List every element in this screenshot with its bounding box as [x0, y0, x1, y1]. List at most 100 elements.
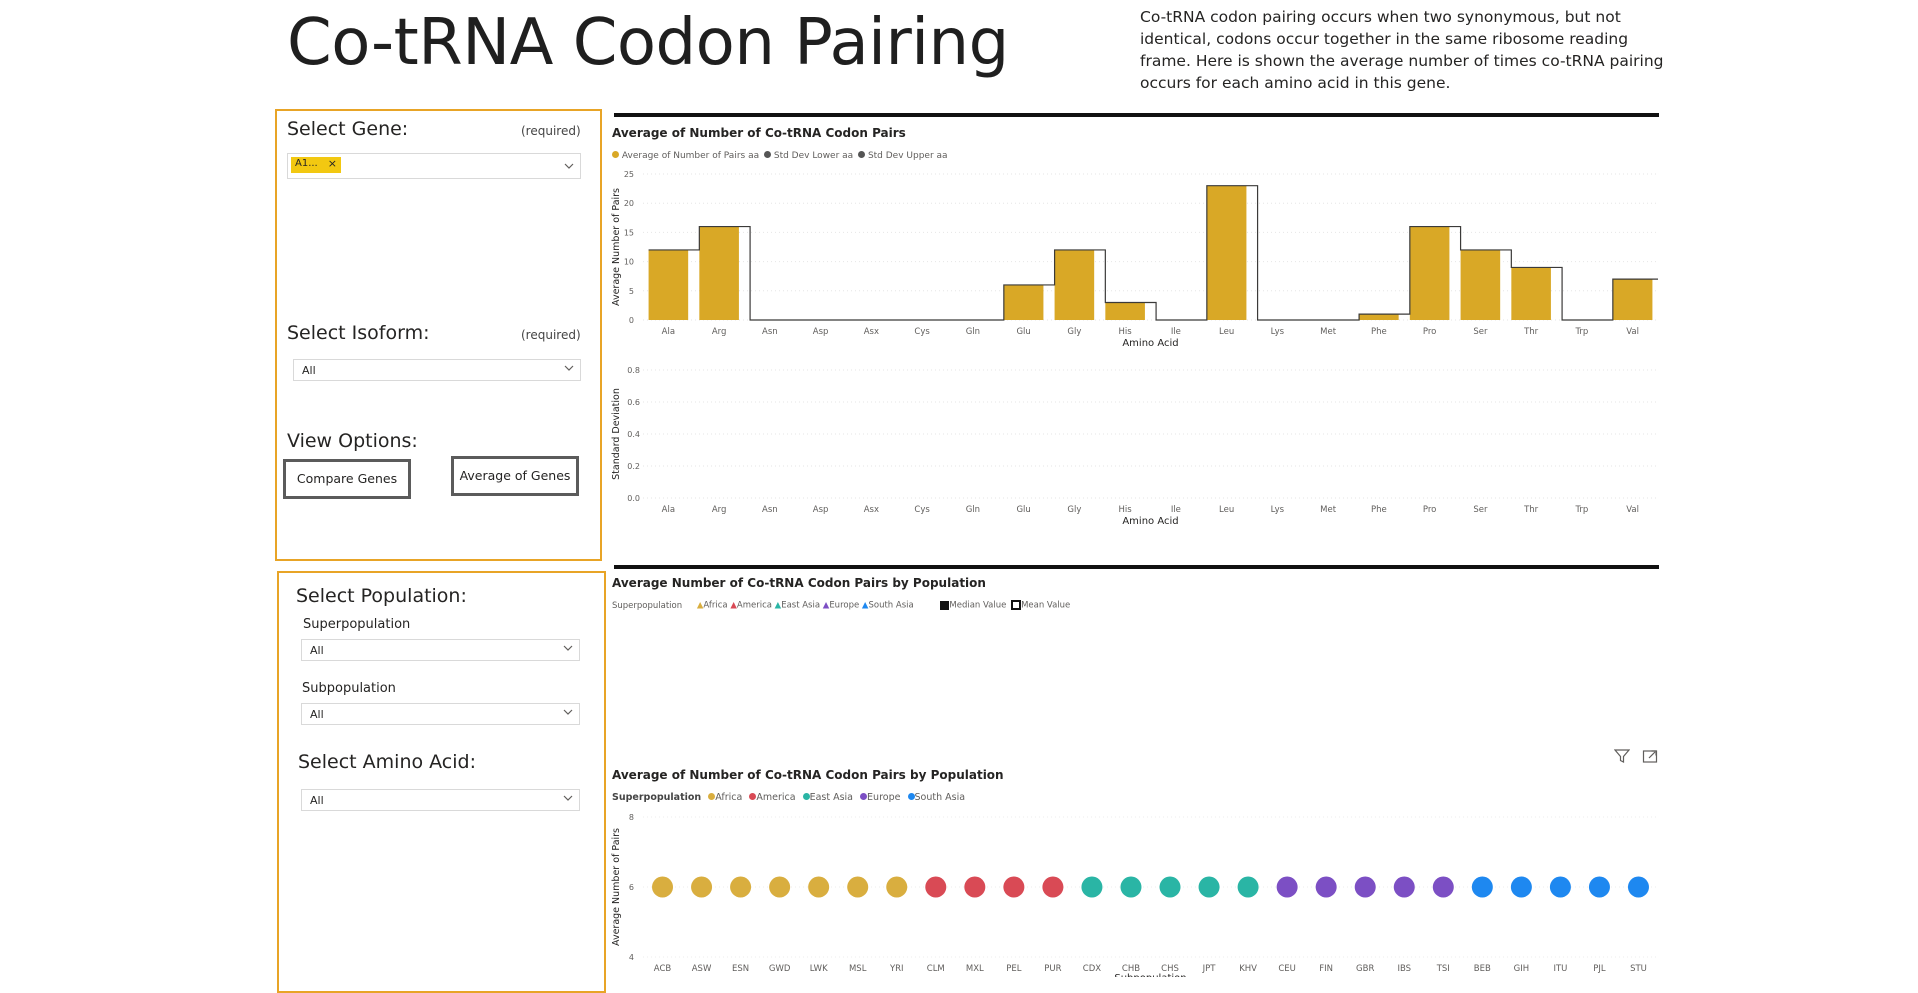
legend-marker-america: ▲ [730, 600, 737, 611]
chart-title-by-population: Average Number of Co-tRNA Codon Pairs by… [612, 576, 986, 590]
legend-label-america: America [736, 600, 772, 611]
y-tick-label: 6 [629, 883, 634, 892]
x-tick-label: CLM [927, 964, 945, 974]
legend-swatch-lower [763, 151, 771, 158]
x-tick-label: ITU [1553, 964, 1567, 974]
x-tick-label: Asp [813, 505, 829, 515]
compare-genes-button[interactable]: Compare Genes [283, 459, 411, 499]
data-point [1393, 876, 1415, 898]
filter-icon[interactable] [1614, 748, 1630, 764]
data-point [1159, 876, 1181, 898]
chevron-down-icon [563, 795, 573, 801]
x-tick-label: Ser [1473, 327, 1488, 337]
data-point [1627, 876, 1649, 898]
x-tick-label: FIN [1319, 964, 1333, 974]
page-description: Co-tRNA codon pairing occurs when two sy… [1140, 8, 1664, 92]
focus-mode-icon[interactable] [1642, 748, 1658, 764]
data-point [1276, 876, 1298, 898]
x-tick-label: PJL [1593, 964, 1606, 974]
x-tick-label: Phe [1371, 505, 1387, 515]
bar [1359, 314, 1399, 320]
bar [1612, 279, 1653, 320]
subpopulation-select[interactable]: All [301, 703, 580, 725]
y-tick-label: 0.4 [627, 430, 640, 439]
amino-acid-select[interactable]: All [301, 789, 580, 811]
x-tick-label: Asx [864, 327, 879, 337]
y-tick-label: 0.0 [627, 494, 640, 503]
y-axis-title: Average Number of Pairs [611, 188, 622, 306]
data-point [1588, 876, 1610, 898]
x-tick-label: Trp [1574, 327, 1588, 337]
isoform-select[interactable]: All [293, 359, 581, 381]
x-tick-label: Arg [712, 505, 727, 515]
legend-label-america: America [756, 792, 796, 803]
legend-label-lower: Std Dev Lower aa [773, 151, 854, 161]
x-tick-label: Val [1626, 327, 1639, 337]
x-axis-title: Subpopulation [1114, 973, 1186, 977]
y-tick-label: 8 [629, 813, 634, 822]
gene-chip-label: A1... [295, 158, 318, 169]
x-tick-label: Gly [1067, 327, 1081, 337]
x-tick-label: Gln [966, 505, 980, 515]
y-tick-label: 10 [624, 258, 634, 267]
data-point [1042, 876, 1064, 898]
legend-dot-south-asia [907, 793, 915, 800]
legend-swatch-avg [612, 151, 619, 158]
legend-swatch-upper [858, 151, 866, 158]
series-std-dev-upper [648, 185, 1658, 321]
legend-label-africa: Africa [715, 792, 743, 803]
legend-dot-america [749, 793, 757, 800]
population-filter-panel [277, 571, 606, 993]
x-tick-label: Thr [1523, 327, 1539, 337]
avg-by-population-scatter: 8 6 4 ACB ASW ESN GWD LWK MSL YRI CLM MXL PEL PUR CDX C… [611, 813, 1658, 977]
data-point [1315, 876, 1337, 898]
average-genes-button[interactable]: Average of Genes [451, 456, 579, 496]
bar [1003, 284, 1044, 320]
data-point [730, 876, 752, 898]
legend-label-europe: Europe [867, 792, 901, 803]
x-tick-label: Glu [1016, 505, 1030, 515]
data-point [808, 876, 830, 898]
x-tick-label: IBS [1397, 964, 1411, 974]
x-tick-label: Asn [762, 327, 778, 337]
x-tick-label: Gln [966, 327, 980, 337]
data-point [1198, 876, 1220, 898]
legend-title-superpopulation: Superpopulation [612, 600, 683, 611]
superpopulation-select[interactable]: All [301, 639, 580, 661]
x-tick-label: BEB [1474, 964, 1491, 974]
data-point [1432, 876, 1454, 898]
superpopulation-label: Superpopulation [303, 617, 411, 632]
legend-dot-africa [708, 793, 716, 800]
x-tick-label: Leu [1219, 505, 1234, 515]
data-point [964, 876, 986, 898]
x-tick-label: Met [1320, 505, 1337, 515]
data-point [1471, 876, 1493, 898]
gene-required-note: (required) [521, 124, 581, 138]
legend-label-mean: Mean Value [1021, 600, 1071, 611]
x-tick-label: PEL [1006, 964, 1021, 974]
data-point [925, 876, 947, 898]
data-point [1120, 876, 1142, 898]
data-point [691, 876, 713, 898]
data-point [769, 876, 791, 898]
x-tick-label: Arg [712, 327, 727, 337]
x-tick-label: ACB [654, 964, 672, 974]
x-tick-label: MSL [849, 964, 867, 974]
x-tick-label: CHB [1122, 964, 1140, 974]
x-tick-label: Lys [1271, 327, 1285, 337]
close-icon[interactable]: × [327, 157, 337, 170]
x-tick-label: PUR [1044, 964, 1061, 974]
x-tick-label: CHS [1161, 964, 1179, 974]
legend-marker-africa: ▲ [696, 600, 704, 611]
legend-marker-south-asia: ▲ [861, 600, 869, 611]
section-divider-middle [614, 565, 1659, 569]
superpopulation-select-value: All [310, 644, 324, 657]
chart4-legend: Superpopulation Africa America East Asia… [612, 792, 965, 803]
chart3-legend: Superpopulation ▲Africa ▲America ▲East A… [612, 600, 1070, 611]
view-options-label: View Options: [287, 430, 418, 452]
x-tick-label: KHV [1239, 964, 1257, 974]
gene-select[interactable]: A1... × [287, 153, 581, 179]
data-point [652, 876, 674, 898]
subpopulation-label: Subpopulation [302, 681, 396, 696]
y-tick-label: 15 [624, 228, 634, 237]
